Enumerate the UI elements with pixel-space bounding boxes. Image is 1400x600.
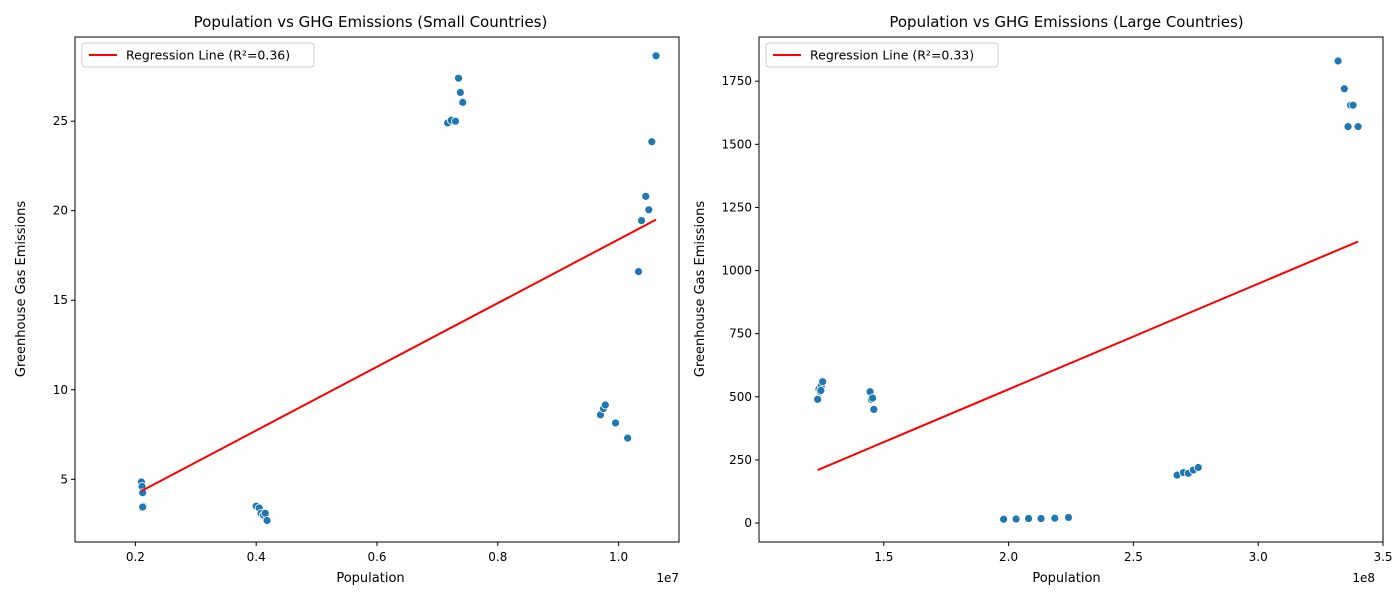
- y-axis-label: Greenhouse Gas Emissions: [693, 201, 708, 377]
- regression-line: [140, 218, 657, 492]
- data-point: [641, 191, 651, 201]
- x-axis-offset-label: 1e8: [1352, 571, 1375, 585]
- plot-area: 1.5 2.0 2.5 3.0 3.5 0 250 500 750 1000 1250 1500 175…: [721, 36, 1393, 564]
- x-axis-label: Population: [336, 571, 404, 586]
- data-point: [138, 502, 148, 512]
- data-point: [600, 400, 610, 410]
- data-point: [1348, 100, 1358, 110]
- data-point: [818, 377, 828, 387]
- data-point: [623, 433, 633, 443]
- y-tick-label: 25: [53, 114, 68, 128]
- legend-label: Regression Line (R²=0.36): [126, 48, 290, 63]
- y-tick-label: 10: [53, 383, 68, 397]
- chart-title: Population vs GHG Emissions (Large Count…: [889, 13, 1243, 31]
- legend-label: Regression Line (R²=0.33): [810, 48, 974, 63]
- y-tick-label: 0: [744, 516, 752, 530]
- data-point: [611, 418, 620, 428]
- plot-frame: [74, 36, 680, 543]
- x-axis-offset-label: 1e7: [656, 571, 679, 585]
- y-tick-label: 1250: [721, 200, 752, 214]
- chart-title: Population vs GHG Emissions (Small Count…: [194, 13, 548, 31]
- data-point: [262, 516, 272, 525]
- data-point: [1343, 122, 1353, 132]
- data-point: [1353, 122, 1363, 132]
- y-tick-label: 1000: [721, 264, 752, 278]
- data-point: [868, 393, 877, 403]
- data-point: [637, 216, 646, 225]
- x-tick-label: 2.0: [999, 550, 1018, 564]
- data-point: [651, 51, 661, 61]
- chart-small-countries: Population vs GHG Emissions (Small Count…: [14, 13, 680, 586]
- y-tick-label: 1750: [721, 74, 752, 88]
- data-point: [451, 116, 460, 126]
- y-tick-label: 500: [729, 390, 752, 404]
- x-tick-label: 0.6: [367, 550, 386, 564]
- data-point: [1333, 56, 1343, 66]
- y-tick-label: 15: [53, 293, 68, 307]
- data-point: [644, 205, 654, 215]
- data-point: [1064, 513, 1073, 522]
- data-point: [138, 488, 148, 498]
- y-tick-label: 750: [729, 327, 752, 341]
- data-point: [1024, 514, 1033, 523]
- data-point: [999, 514, 1009, 524]
- data-point: [1011, 514, 1021, 524]
- plot-frame: [758, 36, 1384, 543]
- data-point: [813, 394, 823, 404]
- legend-box: [81, 42, 315, 68]
- x-tick-label: 3.0: [1249, 550, 1268, 564]
- regression-line: [817, 240, 1359, 471]
- data-point: [869, 405, 879, 414]
- data-point: [454, 73, 463, 83]
- legend-box: [765, 42, 999, 68]
- data-point: [1339, 84, 1349, 94]
- x-tick-label: 0.4: [247, 550, 266, 564]
- x-tick-label: 1.0: [609, 550, 628, 564]
- chart-large-countries: Population vs GHG Emissions (Large Count…: [693, 13, 1393, 586]
- data-point: [816, 386, 826, 395]
- data-point: [458, 97, 468, 107]
- x-tick-label: 2.5: [1124, 550, 1143, 564]
- y-tick-label: 1500: [721, 137, 752, 151]
- data-point: [634, 267, 643, 276]
- data-point: [1050, 513, 1060, 523]
- x-tick-label: 1.5: [874, 550, 893, 564]
- data-point: [647, 137, 657, 147]
- x-tick-label: 0.2: [126, 550, 145, 564]
- data-point: [260, 508, 270, 518]
- x-tick-label: 0.8: [488, 550, 507, 564]
- y-tick-label: 20: [53, 204, 68, 218]
- y-axis-label: Greenhouse Gas Emissions: [14, 201, 29, 377]
- x-axis-label: Population: [1032, 571, 1100, 586]
- y-tick-label: 250: [729, 453, 752, 467]
- data-point: [455, 88, 465, 97]
- x-tick-label: 3.5: [1373, 550, 1392, 564]
- y-tick-label: 5: [60, 472, 68, 486]
- plot-area: 0.2 0.4 0.6 0.8 1.0 5 10 15 20 25 Regression Line …: [53, 36, 680, 564]
- data-point: [1193, 463, 1203, 472]
- data-point: [1036, 514, 1046, 523]
